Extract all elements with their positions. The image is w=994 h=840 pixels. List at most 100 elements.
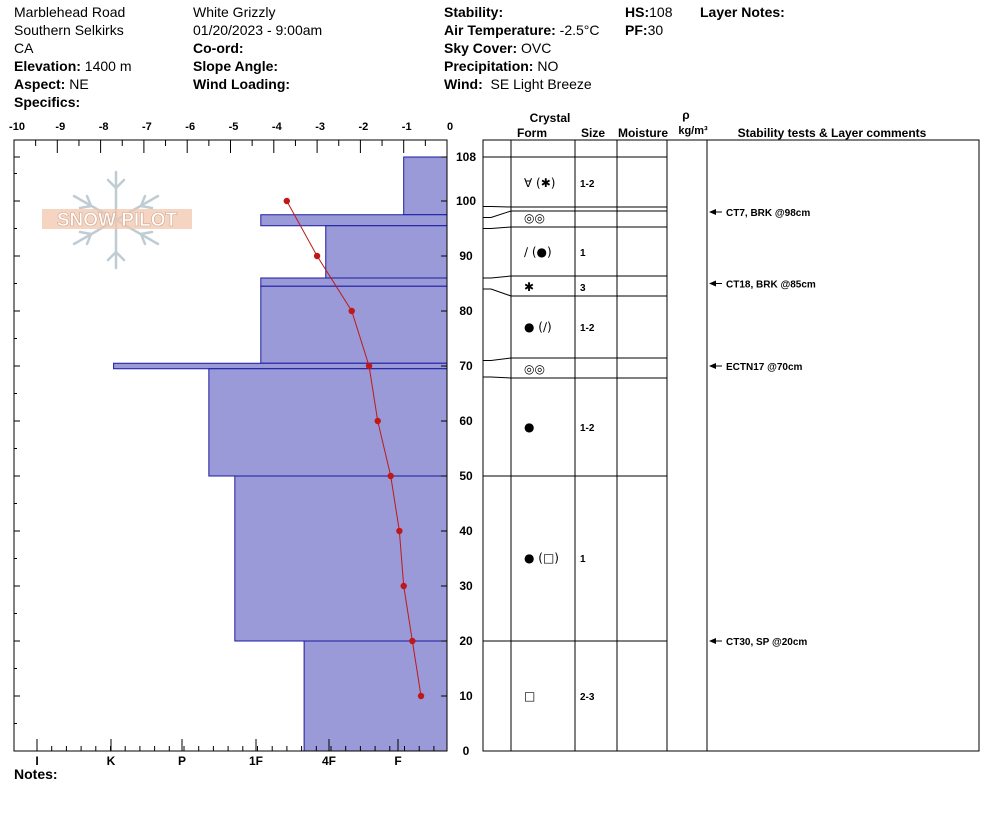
air-temp-value: -2.5°C xyxy=(559,22,600,38)
layer-connector xyxy=(483,226,512,229)
temp-tick-label: -2 xyxy=(359,121,369,133)
slope-angle-label: Slope Angle: xyxy=(193,58,279,74)
hardness-bar xyxy=(113,362,448,370)
grain-form: ✱ xyxy=(524,280,534,294)
temp-tick-label: -9 xyxy=(55,121,65,133)
layer-table: ∀ (✱) 1-2 ◎◎ ∕ (●) 1 ✱ 3 ● (∕) 1-2 ◎◎ ● 1-2 ● (□) 1 □ 2… xyxy=(482,139,980,752)
mountain-range: Southern Selkirks xyxy=(14,22,124,38)
hs-value: 108 xyxy=(649,4,673,20)
layer-connector xyxy=(483,210,512,218)
grain-size: 1-2 xyxy=(580,179,595,190)
hardness-tick-label: 4F xyxy=(322,754,336,768)
temperature-point xyxy=(417,692,425,700)
height-tick-label: 40 xyxy=(459,524,473,538)
profile-axes: -10 -9 -8 -7 -6 -5 -4 -3 -2 -1 0I K P 1F 4F F0102030405… xyxy=(9,121,476,768)
elevation-value: 1400 m xyxy=(84,58,132,74)
hardness-bar xyxy=(325,225,448,279)
temp-tick-label: -6 xyxy=(185,121,195,133)
sky-cover-row: Sky Cover: OVC xyxy=(444,40,551,56)
temp-tick-label: 0 xyxy=(447,121,453,133)
comments-header: Stability tests & Layer comments xyxy=(738,126,927,140)
height-tick-label: 80 xyxy=(459,304,473,318)
hardness-bar xyxy=(303,640,448,752)
air-temp-row: Air Temperature: -2.5°C xyxy=(444,22,600,38)
sky-cover-label: Sky Cover: xyxy=(444,40,518,56)
precipitation-value: NO xyxy=(537,58,559,74)
temperature-profile xyxy=(283,197,425,700)
grain-form: ◎◎ xyxy=(524,362,545,376)
wind-loading-label: Wind Loading: xyxy=(193,76,291,92)
hardness-tick-label: K xyxy=(107,754,116,768)
hs-row: HS:108 xyxy=(625,4,672,20)
stability-test-arrow xyxy=(709,280,716,287)
height-tick-label: 10 xyxy=(459,689,473,703)
state-code: CA xyxy=(14,40,34,56)
temp-tick-label: -4 xyxy=(272,121,283,133)
pf-row: PF:30 xyxy=(625,22,663,38)
density-unit: kg/m³ xyxy=(678,125,708,137)
hardness-tick-label: F xyxy=(394,754,401,768)
hardness-bars xyxy=(113,156,448,752)
hardness-tick-label: I xyxy=(35,754,38,768)
wind-row: Wind: SE Light Breeze xyxy=(444,76,592,92)
stability-test-arrow xyxy=(709,363,716,369)
temp-tick-label: -5 xyxy=(229,121,239,133)
stability-test-arrow xyxy=(709,209,716,215)
grain-form: ◎◎ xyxy=(524,211,545,225)
form-header: Form xyxy=(517,126,547,140)
temperature-point xyxy=(283,197,290,205)
aspect-value: NE xyxy=(69,76,89,92)
notes-label: Notes: xyxy=(14,766,58,782)
temp-tick-label: -8 xyxy=(99,121,109,133)
aspect-label: Aspect: xyxy=(14,76,66,92)
height-tick-label: 30 xyxy=(459,579,473,593)
hardness-tick-label: P xyxy=(178,754,186,768)
hardness-bar xyxy=(260,277,448,287)
grain-form: □ xyxy=(524,689,535,703)
wind-label: Wind: xyxy=(444,76,483,92)
table-frame xyxy=(482,139,980,752)
height-tick-label: 50 xyxy=(459,469,473,483)
stability-test-label: CT30, SP @20cm xyxy=(726,637,807,648)
temp-tick-label: -1 xyxy=(402,121,412,133)
wind-value: SE Light Breeze xyxy=(490,76,592,92)
temperature-point xyxy=(374,417,381,425)
air-temp-label: Air Temperature: xyxy=(444,22,556,38)
temperature-point xyxy=(387,472,394,480)
temperature-point xyxy=(400,582,407,590)
temp-tick-label: -7 xyxy=(142,121,152,133)
pf-label: PF: xyxy=(625,22,648,38)
grain-form: ● xyxy=(524,420,534,434)
height-tick-label: 60 xyxy=(459,414,473,428)
temperature-point xyxy=(365,362,373,370)
precipitation-label: Precipitation: xyxy=(444,58,534,74)
stability-test-label: CT7, BRK @98cm xyxy=(726,208,810,219)
hardness-bar xyxy=(208,368,448,477)
specifics-label: Specifics: xyxy=(14,94,81,110)
snowpilot-logo: SNOW PILOT xyxy=(38,168,198,272)
grain-form: ● (□) xyxy=(524,551,559,565)
temperature-point xyxy=(409,637,416,645)
height-tick-label: 70 xyxy=(459,359,473,373)
height-tick-label: 90 xyxy=(459,249,473,263)
coord-label: Co-ord: xyxy=(193,40,244,56)
grain-size: 1 xyxy=(580,248,586,259)
grain-size: 2-3 xyxy=(580,692,595,703)
snowflake-icon: SNOW PILOT xyxy=(42,170,192,270)
layer-connector xyxy=(483,288,512,297)
temperature-point xyxy=(396,527,403,535)
hs-label: HS: xyxy=(625,4,650,20)
hardness-bar xyxy=(234,475,448,642)
grain-size: 1 xyxy=(580,554,586,565)
grain-size: 3 xyxy=(580,283,586,294)
density-symbol: ρ xyxy=(682,108,689,122)
size-header: Size xyxy=(581,126,605,140)
hardness-bar xyxy=(260,214,448,227)
stability-label: Stability: xyxy=(444,4,504,20)
temp-tick-label: -10 xyxy=(9,121,25,133)
temperature-line xyxy=(286,200,422,697)
layer-notes-label: Layer Notes: xyxy=(700,4,785,20)
layer-connector xyxy=(483,357,512,361)
temperature-point xyxy=(348,307,355,315)
